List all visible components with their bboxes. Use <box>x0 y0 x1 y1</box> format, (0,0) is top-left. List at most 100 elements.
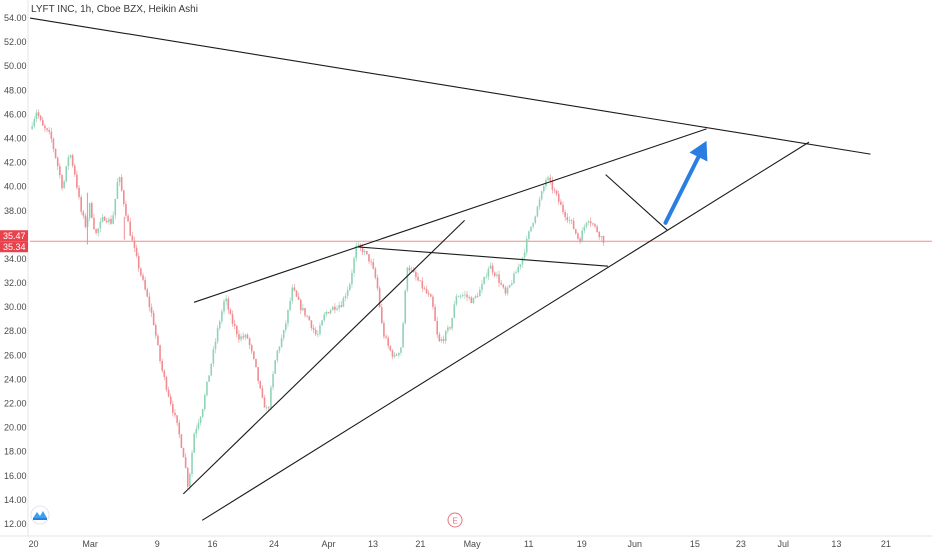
candle-body <box>244 334 247 338</box>
candle-body <box>383 322 385 337</box>
candle-body <box>265 407 268 409</box>
candle-body <box>308 316 311 321</box>
x-axis: 20 Mar 9 16 24 Apr 13 21 May 11 19 Jun 15 23 Jul 13 21 <box>29 539 891 549</box>
trendline[interactable] <box>357 246 609 267</box>
y-tick-label: 12.00 <box>4 519 27 529</box>
candle-body <box>380 307 383 323</box>
candle-body <box>88 203 91 219</box>
candle-body <box>532 222 534 227</box>
candle-body <box>95 229 97 233</box>
x-tick-label: Apr <box>321 539 335 549</box>
trendline[interactable] <box>605 174 668 231</box>
candle-body <box>97 228 100 233</box>
candle-body <box>583 226 586 231</box>
candle-body <box>562 204 564 213</box>
candle-body <box>327 312 330 314</box>
candle-body <box>240 336 242 340</box>
candle-body <box>189 474 191 487</box>
price-label-box <box>0 230 28 242</box>
candle-body <box>574 229 577 234</box>
candle-body <box>376 277 379 289</box>
candle-body <box>325 312 328 315</box>
candle-body <box>338 305 340 309</box>
candle-body <box>331 306 334 311</box>
candle-body <box>594 224 596 227</box>
candle-body <box>120 177 123 191</box>
candle-body <box>476 295 479 297</box>
candle-body <box>71 155 74 166</box>
candle-body <box>186 467 189 487</box>
candle-body <box>564 212 566 217</box>
candle-body <box>229 309 232 315</box>
candle-body <box>408 267 411 271</box>
candle-body <box>517 266 520 273</box>
candle-body <box>525 238 528 253</box>
candle-body <box>395 354 398 356</box>
candle-body <box>534 216 537 223</box>
candle-body <box>163 370 166 378</box>
tradingview-logo[interactable] <box>30 505 50 525</box>
candle-body <box>372 261 375 269</box>
candle-body <box>221 311 223 322</box>
x-tick-label: 24 <box>269 539 279 549</box>
candle-body <box>430 294 432 297</box>
chart-title: LYFT INC, 1h, Cboe BZX, Heikin Ashi <box>31 4 198 15</box>
y-tick-label: 14.00 <box>4 495 27 505</box>
candle-body <box>513 273 515 284</box>
candle-body <box>127 215 129 222</box>
candle-body <box>506 287 509 294</box>
candle-body <box>340 305 343 307</box>
candle-body <box>255 358 257 368</box>
candle-body <box>314 329 317 335</box>
earnings-event-marker[interactable]: E <box>447 512 463 528</box>
candle-body <box>349 284 351 291</box>
candle-body <box>461 295 464 296</box>
candle-body <box>508 284 511 288</box>
trendline[interactable] <box>182 220 465 495</box>
candle-body <box>515 272 517 274</box>
candle-body <box>227 298 230 310</box>
x-tick-label: 13 <box>831 539 841 549</box>
candle-body <box>434 306 436 321</box>
candle-body <box>389 345 392 351</box>
candle-body <box>154 325 157 336</box>
candle-body <box>440 339 443 342</box>
candle-body <box>197 422 200 429</box>
candle-body <box>137 255 140 269</box>
candle-body <box>41 119 44 126</box>
candle-body <box>65 166 68 182</box>
projection-arrow-shaft[interactable] <box>663 154 701 225</box>
candle-body <box>391 350 394 357</box>
projection-arrow-head[interactable] <box>689 140 708 162</box>
candle-body <box>73 165 76 175</box>
candle-body <box>261 388 264 398</box>
candle-body <box>302 308 304 311</box>
y-tick-label: 30.00 <box>4 302 27 312</box>
trendline[interactable] <box>29 17 871 155</box>
candle-body <box>282 329 285 339</box>
candle-body <box>299 299 302 311</box>
candle-body <box>346 290 349 296</box>
candle-body <box>37 112 40 116</box>
candle-body <box>178 422 181 435</box>
y-tick-label: 54.00 <box>4 13 27 23</box>
trendline[interactable] <box>201 141 810 521</box>
candle-body <box>344 295 347 299</box>
candle-body <box>312 327 315 330</box>
candle-body <box>212 349 215 364</box>
candle-body <box>415 272 417 277</box>
candle-body <box>76 174 78 188</box>
candle-body <box>504 287 507 294</box>
trendline[interactable] <box>193 128 707 303</box>
candle-body <box>193 433 195 453</box>
candle-body <box>210 363 213 376</box>
price-label-text: 35.34 <box>3 242 26 252</box>
candle-body <box>287 309 289 324</box>
candle-body <box>105 220 108 223</box>
candle-body <box>223 301 225 312</box>
candle-body <box>459 295 462 297</box>
candle-body <box>56 157 59 167</box>
candle-body <box>206 381 208 396</box>
